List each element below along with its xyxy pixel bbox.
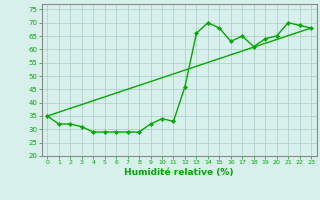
X-axis label: Humidité relative (%): Humidité relative (%) (124, 168, 234, 177)
